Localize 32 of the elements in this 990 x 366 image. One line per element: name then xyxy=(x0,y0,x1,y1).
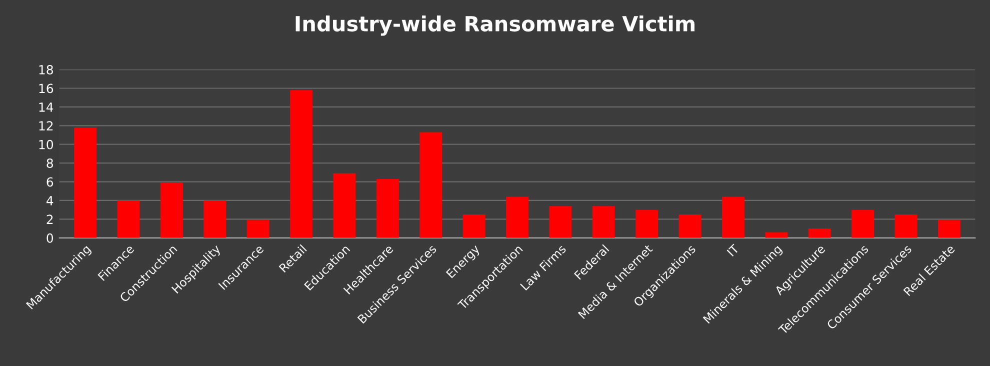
bar xyxy=(246,220,270,238)
bar xyxy=(506,196,529,238)
y-tick-label: 14 xyxy=(39,102,54,112)
y-tick-label: 4 xyxy=(46,196,54,206)
bar xyxy=(462,214,486,238)
bar xyxy=(117,200,140,238)
bar xyxy=(894,214,918,238)
bar xyxy=(290,90,313,238)
bar xyxy=(549,206,572,238)
bar xyxy=(204,200,226,238)
bar xyxy=(808,228,831,238)
y-tick-label: 12 xyxy=(39,121,53,130)
bar xyxy=(333,173,356,238)
bar xyxy=(592,206,615,238)
y-tick-label: 10 xyxy=(39,140,54,150)
bar xyxy=(420,132,442,238)
bar xyxy=(74,128,97,238)
y-tick-label: 0 xyxy=(46,233,54,243)
bar xyxy=(636,210,658,238)
y-tick-label: 2 xyxy=(46,214,53,224)
x-tick-label: IT xyxy=(726,244,740,257)
bar xyxy=(722,196,744,238)
y-tick-label: 8 xyxy=(46,158,53,168)
y-tick-label: 6 xyxy=(46,177,54,187)
bar xyxy=(852,210,874,238)
y-tick-label: 16 xyxy=(39,84,54,94)
bar xyxy=(376,178,399,238)
bar xyxy=(160,182,183,238)
bar xyxy=(938,220,960,238)
bar xyxy=(678,214,702,238)
chart-title: Industry-wide Ransomware Victim xyxy=(296,15,694,36)
y-tick-label: 18 xyxy=(39,65,53,74)
